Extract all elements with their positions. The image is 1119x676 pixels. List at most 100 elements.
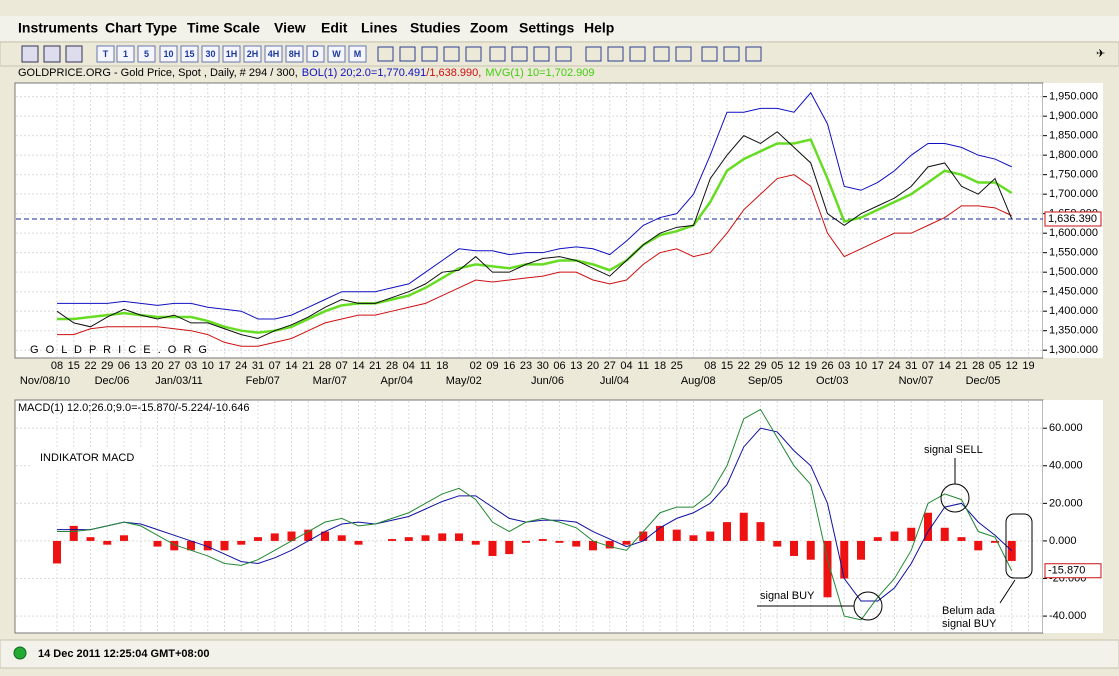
histogram-bar (991, 540, 999, 543)
macd-axis-bg (1043, 400, 1103, 633)
toolbar-label[interactable]: 10 (163, 49, 173, 59)
y-tick-label: 20.000 (1049, 497, 1083, 509)
menu-item[interactable]: Time Scale (187, 20, 260, 36)
menu-item[interactable]: Chart Type (105, 20, 177, 36)
x-tick-label: 05 (989, 360, 1001, 372)
y-tick-label: 1,350.000 (1049, 325, 1098, 337)
tool-icon[interactable] (629, 46, 646, 62)
toolbar-label[interactable]: 1 (123, 49, 128, 59)
x-tick-label: 27 (604, 360, 616, 372)
histogram-bar (656, 525, 664, 541)
x-tick-label: 19 (1022, 360, 1034, 372)
macd-panel (14, 399, 1044, 634)
menu-item[interactable]: View (274, 20, 306, 36)
histogram-bar (404, 537, 413, 541)
histogram-bar (1007, 540, 1016, 561)
toolbar-button[interactable] (306, 45, 325, 63)
tool-icon[interactable] (675, 46, 692, 62)
x-tick-label: 31 (905, 360, 917, 372)
histogram-bar (940, 527, 949, 541)
y-tick-label: 1,500.000 (1049, 266, 1098, 278)
x-month-label: Apr/04 (381, 375, 413, 387)
x-tick-label: 21 (302, 360, 314, 372)
toolbar-label[interactable]: 5 (144, 49, 149, 59)
pending-box (1005, 513, 1033, 579)
x-month-label: Jul/04 (600, 375, 629, 387)
histogram-bar (86, 537, 95, 541)
tool-icon[interactable] (43, 45, 61, 63)
histogram-bar (924, 512, 932, 541)
tool-icon[interactable] (65, 45, 83, 63)
tool-icon[interactable] (443, 46, 460, 62)
x-tick-label: 06 (118, 360, 130, 372)
histogram-bar (622, 540, 631, 545)
y-tick-label: 60.000 (1049, 422, 1083, 434)
toolbar-button[interactable] (137, 45, 156, 63)
histogram-bar (170, 540, 179, 551)
histogram-bar (555, 540, 564, 543)
menu-item[interactable]: Help (584, 20, 614, 36)
x-tick-label: 26 (821, 360, 833, 372)
macd-legend: MACD(1) 12.0;26.0;9.0=-15.870/-5.224/-10… (18, 402, 249, 414)
toolbar-button[interactable] (201, 45, 220, 63)
toolbar-label[interactable]: 30 (205, 49, 215, 59)
toolbar-label[interactable]: M (354, 49, 362, 59)
tool-icon[interactable] (465, 46, 482, 62)
menu-item[interactable]: Edit (321, 20, 348, 36)
series-line (57, 427, 1013, 602)
toolbar-label[interactable]: D (312, 49, 319, 59)
tool-icon[interactable] (607, 46, 624, 62)
toolbar-label[interactable]: 15 (184, 49, 194, 59)
histogram-bar (354, 540, 363, 545)
histogram-bar (572, 540, 581, 547)
price-panel (14, 82, 1044, 359)
toolbar-label[interactable]: 4H (268, 49, 280, 59)
histogram-bar (220, 540, 229, 551)
toolbar-button[interactable] (180, 45, 199, 63)
toolbar-button[interactable] (116, 45, 135, 63)
tool-icon[interactable] (399, 46, 416, 62)
menu-item[interactable]: Zoom (470, 20, 508, 36)
toolbar-button[interactable] (264, 45, 283, 63)
pin-icon[interactable]: ✈ (1096, 48, 1105, 60)
tool-icon[interactable] (745, 46, 762, 62)
x-tick-label: 24 (888, 360, 900, 372)
last-price-box (1044, 211, 1102, 227)
toolbar-button[interactable] (285, 45, 304, 63)
y-tick-label: 1,600.000 (1049, 227, 1098, 239)
toolbar-button[interactable] (222, 45, 241, 63)
toolbar-label[interactable]: 1H (226, 49, 238, 59)
tool-icon[interactable] (701, 46, 718, 62)
tool-icon[interactable] (585, 46, 602, 62)
toolbar-button[interactable] (159, 45, 178, 63)
tool-icon[interactable] (21, 45, 39, 63)
histogram-bar (823, 540, 832, 598)
toolbar-label[interactable]: T (103, 49, 109, 59)
toolbar-label[interactable]: W (332, 49, 341, 59)
tool-icon[interactable] (377, 46, 394, 62)
tool-icon[interactable] (489, 46, 506, 62)
x-tick-label: 31 (252, 360, 264, 372)
tool-icon[interactable] (653, 46, 670, 62)
toolbar-label[interactable]: 8H (289, 49, 301, 59)
y-tick-label: 0.000 (1049, 535, 1077, 547)
toolbar-button[interactable] (243, 45, 262, 63)
toolbar-button[interactable] (96, 45, 115, 63)
x-tick-label: 07 (269, 360, 281, 372)
last-price-label: 1,636.390 (1048, 213, 1097, 225)
toolbar-button[interactable] (327, 45, 346, 63)
tool-icon[interactable] (555, 46, 572, 62)
toolbar-button[interactable] (348, 45, 367, 63)
tool-icon[interactable] (511, 46, 528, 62)
menu-item[interactable]: Lines (361, 20, 398, 36)
tool-icon[interactable] (533, 46, 550, 62)
menu-bar (0, 16, 1119, 41)
x-tick-label: 06 (553, 360, 565, 372)
toolbar-label[interactable]: 2H (247, 49, 259, 59)
menu-item[interactable]: Instruments (18, 20, 98, 36)
tool-icon[interactable] (421, 46, 438, 62)
tool-icon[interactable] (723, 46, 740, 62)
menu-item[interactable]: Settings (519, 20, 574, 36)
menu-item[interactable]: Studies (410, 20, 461, 36)
